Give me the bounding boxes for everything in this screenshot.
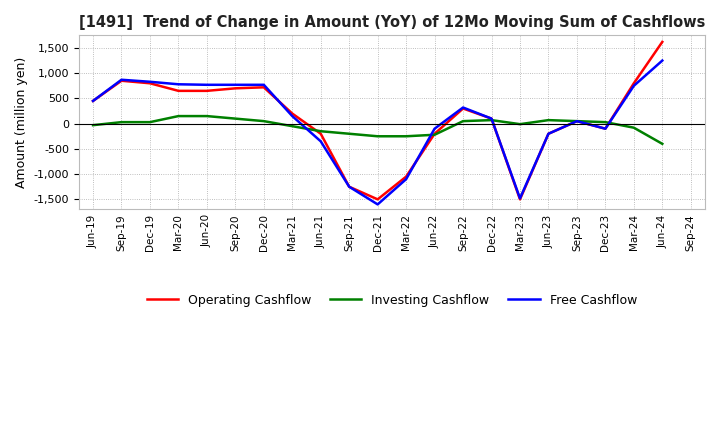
Free Cashflow: [516, 196, 524, 201]
Free Cashflow: [544, 131, 553, 136]
Y-axis label: Amount (million yen): Amount (million yen): [15, 57, 28, 188]
Investing Cashflow: [544, 117, 553, 123]
Operating Cashflow: [431, 131, 439, 136]
Free Cashflow: [487, 116, 496, 121]
Investing Cashflow: [117, 120, 126, 125]
Free Cashflow: [288, 114, 297, 119]
Operating Cashflow: [259, 84, 268, 90]
Investing Cashflow: [601, 120, 610, 125]
Free Cashflow: [316, 139, 325, 144]
Operating Cashflow: [629, 81, 638, 86]
Operating Cashflow: [544, 131, 553, 136]
Operating Cashflow: [658, 39, 667, 44]
Free Cashflow: [374, 202, 382, 207]
Title: [1491]  Trend of Change in Amount (YoY) of 12Mo Moving Sum of Cashflows: [1491] Trend of Change in Amount (YoY) o…: [78, 15, 705, 30]
Investing Cashflow: [402, 134, 410, 139]
Line: Operating Cashflow: Operating Cashflow: [93, 42, 662, 199]
Operating Cashflow: [145, 81, 154, 86]
Free Cashflow: [259, 82, 268, 88]
Operating Cashflow: [374, 197, 382, 202]
Investing Cashflow: [288, 124, 297, 129]
Investing Cashflow: [658, 141, 667, 147]
Investing Cashflow: [145, 120, 154, 125]
Investing Cashflow: [316, 128, 325, 134]
Free Cashflow: [174, 82, 183, 87]
Operating Cashflow: [231, 86, 240, 91]
Investing Cashflow: [174, 114, 183, 119]
Free Cashflow: [629, 83, 638, 88]
Operating Cashflow: [89, 98, 97, 103]
Free Cashflow: [572, 118, 581, 124]
Investing Cashflow: [431, 132, 439, 137]
Investing Cashflow: [516, 121, 524, 127]
Operating Cashflow: [459, 106, 467, 111]
Operating Cashflow: [345, 184, 354, 189]
Free Cashflow: [345, 184, 354, 189]
Line: Free Cashflow: Free Cashflow: [93, 61, 662, 205]
Free Cashflow: [117, 77, 126, 82]
Investing Cashflow: [89, 122, 97, 128]
Investing Cashflow: [572, 118, 581, 124]
Operating Cashflow: [202, 88, 211, 93]
Investing Cashflow: [487, 117, 496, 123]
Investing Cashflow: [374, 134, 382, 139]
Investing Cashflow: [231, 116, 240, 121]
Investing Cashflow: [259, 118, 268, 124]
Operating Cashflow: [516, 197, 524, 202]
Free Cashflow: [89, 98, 97, 103]
Operating Cashflow: [572, 118, 581, 124]
Free Cashflow: [402, 176, 410, 182]
Free Cashflow: [231, 82, 240, 88]
Investing Cashflow: [202, 114, 211, 119]
Operating Cashflow: [402, 174, 410, 179]
Operating Cashflow: [487, 116, 496, 121]
Operating Cashflow: [117, 78, 126, 84]
Line: Investing Cashflow: Investing Cashflow: [93, 116, 662, 144]
Investing Cashflow: [629, 125, 638, 130]
Investing Cashflow: [459, 118, 467, 124]
Operating Cashflow: [288, 111, 297, 116]
Free Cashflow: [202, 82, 211, 88]
Legend: Operating Cashflow, Investing Cashflow, Free Cashflow: Operating Cashflow, Investing Cashflow, …: [142, 289, 642, 312]
Free Cashflow: [145, 79, 154, 84]
Operating Cashflow: [601, 126, 610, 132]
Operating Cashflow: [316, 131, 325, 136]
Free Cashflow: [431, 126, 439, 132]
Investing Cashflow: [345, 131, 354, 136]
Free Cashflow: [658, 58, 667, 63]
Operating Cashflow: [174, 88, 183, 93]
Free Cashflow: [601, 126, 610, 132]
Free Cashflow: [459, 105, 467, 110]
